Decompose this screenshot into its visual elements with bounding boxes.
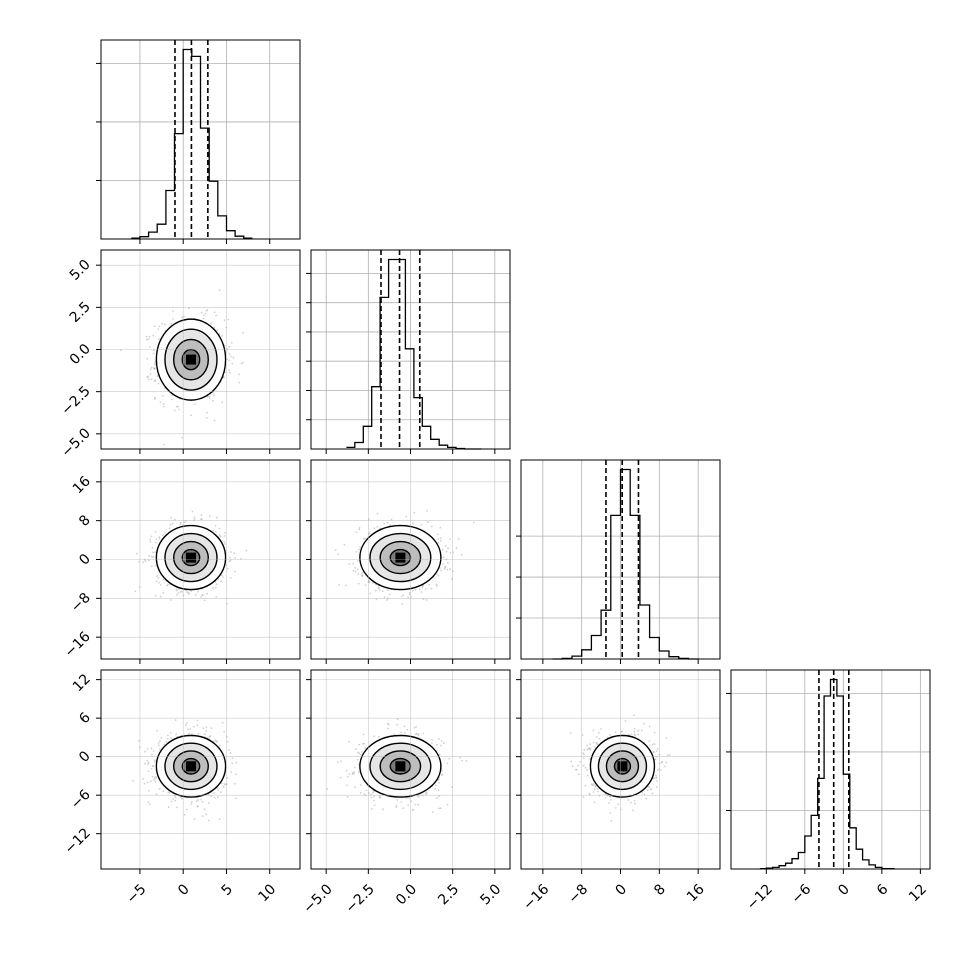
histogram-panel-0 bbox=[96, 39, 301, 240]
y-tick-label: 6 bbox=[76, 710, 94, 728]
joint-panel-1-2 bbox=[310, 459, 511, 660]
x-tick-label: 16 bbox=[684, 881, 708, 905]
x-tick-label: 2.5 bbox=[435, 881, 462, 908]
density-peak bbox=[186, 354, 196, 365]
y-tick-label: −12 bbox=[62, 825, 94, 857]
density-peak bbox=[186, 552, 196, 563]
panel-frame bbox=[730, 669, 931, 870]
x-tick-label: 12 bbox=[906, 881, 930, 905]
x-tick-label: −8 bbox=[565, 881, 591, 907]
histogram-panel-2 bbox=[516, 459, 721, 660]
y-tick-label: −5.0 bbox=[58, 425, 93, 460]
density-peak bbox=[617, 761, 628, 772]
x-tick-label: 0.0 bbox=[393, 881, 420, 908]
joint-panel-0-1 bbox=[100, 249, 301, 450]
panel-frame bbox=[100, 669, 301, 870]
y-tick-label: −2.5 bbox=[58, 383, 93, 418]
y-tick-label: −6 bbox=[68, 787, 94, 813]
y-tick-label: 0 bbox=[76, 551, 94, 569]
histogram-panel-1 bbox=[306, 249, 511, 450]
density-peak bbox=[186, 761, 196, 772]
joint-panel-1-3 bbox=[310, 669, 511, 870]
joint-panel-2-3 bbox=[520, 669, 721, 870]
histogram-panel-3 bbox=[726, 669, 931, 870]
joint-panel-0-3 bbox=[100, 669, 301, 870]
x-tick-label: −16 bbox=[520, 881, 552, 913]
y-tick-label: −16 bbox=[62, 629, 94, 661]
x-tick-label: 10 bbox=[255, 881, 279, 905]
panel-frame bbox=[100, 39, 301, 240]
y-tick-label: 8 bbox=[76, 512, 94, 530]
histogram-step-line bbox=[759, 678, 895, 870]
x-tick-label: −12 bbox=[744, 881, 776, 913]
x-tick-label: 5.0 bbox=[477, 881, 504, 908]
x-tick-label: −5.0 bbox=[300, 881, 335, 916]
x-tick-label: 8 bbox=[651, 881, 669, 899]
y-tick-label: 5.0 bbox=[67, 257, 94, 284]
x-tick-label: 0 bbox=[175, 881, 193, 899]
x-tick-label: −6 bbox=[789, 881, 815, 907]
density-peak bbox=[395, 761, 406, 772]
density-peak bbox=[395, 552, 406, 563]
y-tick-label: 12 bbox=[70, 671, 94, 695]
x-tick-label: −2.5 bbox=[343, 881, 378, 916]
histogram-step-line bbox=[552, 468, 699, 660]
x-tick-label: −5 bbox=[124, 881, 150, 907]
x-tick-label: 5 bbox=[218, 881, 236, 899]
y-tick-label: 16 bbox=[70, 473, 94, 497]
y-tick-label: 2.5 bbox=[67, 299, 94, 326]
y-tick-label: −8 bbox=[68, 590, 94, 616]
joint-panel-0-2 bbox=[100, 459, 301, 660]
x-tick-label: 0 bbox=[835, 881, 853, 899]
y-tick-label: 0.0 bbox=[67, 341, 94, 368]
histogram-step-line bbox=[346, 258, 482, 450]
x-tick-label: 6 bbox=[874, 881, 892, 899]
x-tick-label: 0 bbox=[612, 881, 630, 899]
y-tick-label: 0 bbox=[76, 748, 94, 766]
